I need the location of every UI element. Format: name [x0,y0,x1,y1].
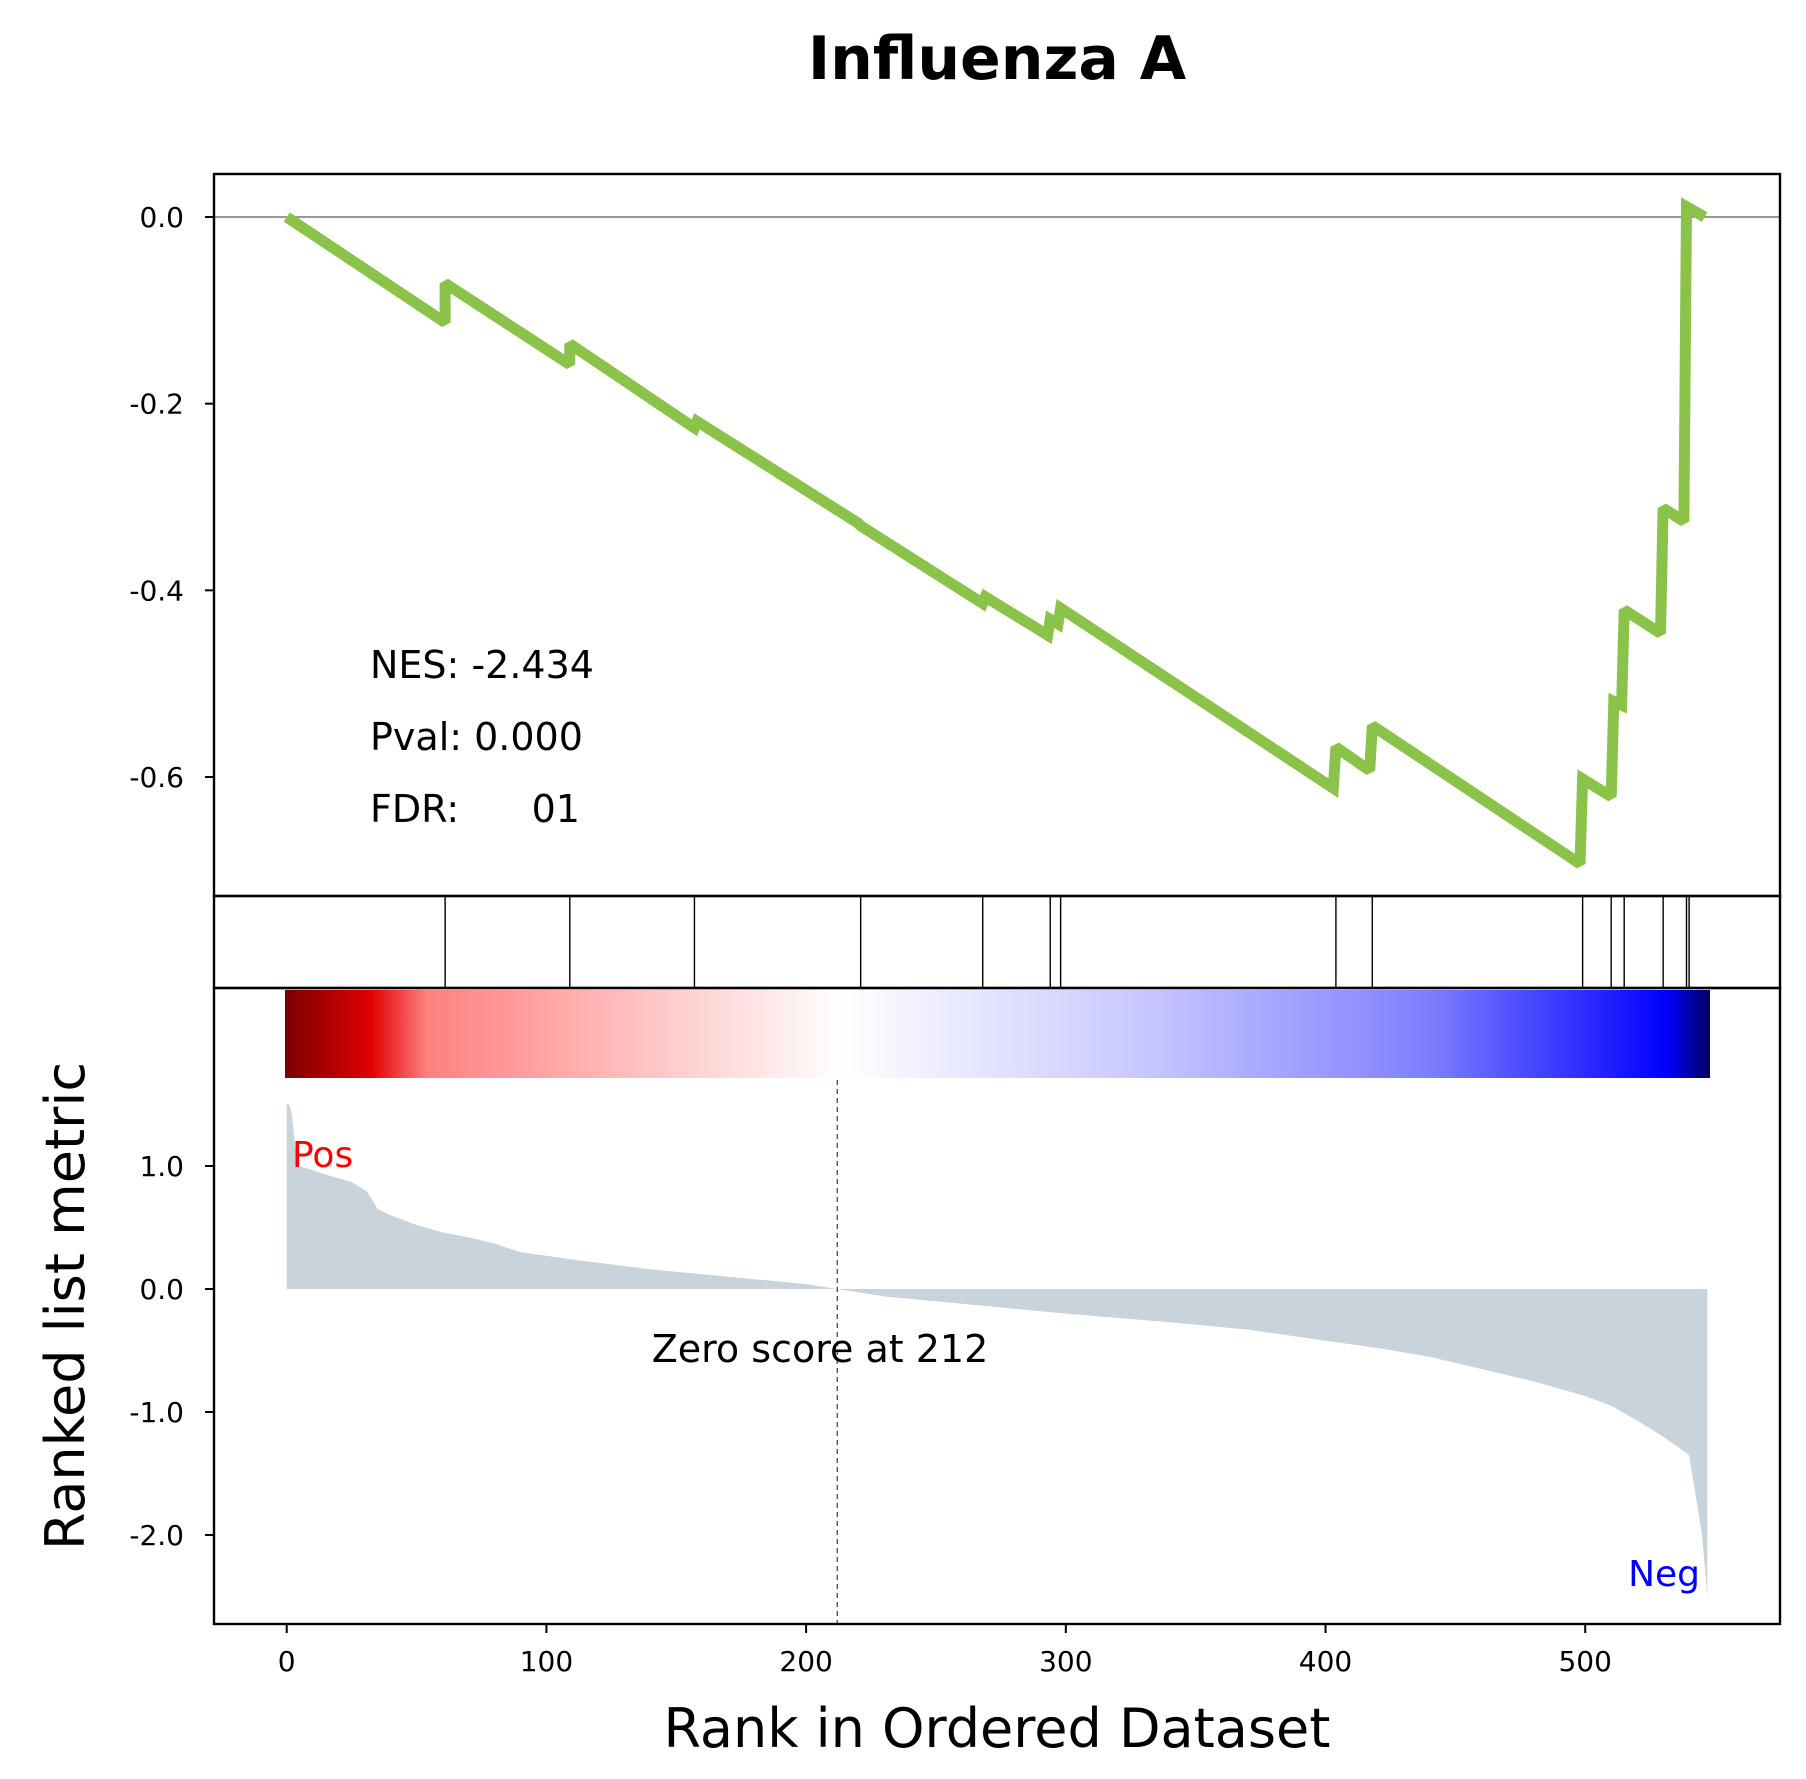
y-axis-label: Ranked list metric [34,1062,97,1550]
neg-label: Neg [1628,1554,1700,1595]
x-tick-label: 100 [520,1645,573,1678]
ranked-metric-panel: Zero score at 212 Pos Neg 1.0 0.0 -1.0 -2.0 [129,986,1782,1626]
nes-label: NES: -2.434 [370,643,594,687]
pos-label: Pos [292,1135,353,1176]
x-tick-label: 400 [1299,1645,1352,1678]
enrichment-y-tick-label: -0.6 [129,761,184,794]
gene-hit-markers [444,896,1690,988]
enrichment-y-tick-label: 0.0 [139,201,184,234]
metric-y-tick-label: -2.0 [129,1519,184,1552]
enrichment-score-panel: 0.0-0.2-0.4-0.6 NES: -2.434 Pval: 0.000 … [129,172,1782,898]
enrichment-y-tick-label: -0.4 [129,574,184,607]
fdr-label: FDR: 01 [370,787,580,831]
x-tick-label: 200 [779,1645,832,1678]
x-tick-label: 300 [1039,1645,1092,1678]
enrichment-y-axis: 0.0 -0.2 -0.4 -0.6 [129,201,214,794]
metric-panel-frame [212,986,1782,1626]
rank-heatmap-bar [285,990,1710,1078]
pval-label: Pval: 0.000 [370,715,583,759]
x-tick-label: 500 [1558,1645,1611,1678]
x-tick-label: 0 [278,1645,296,1678]
x-axis-label: Rank in Ordered Dataset [664,1697,1331,1760]
metric-y-tick-label: 1.0 [139,1150,184,1183]
hits-panel [212,894,1782,990]
enrichment-y-tick-label: -0.2 [129,388,184,421]
chart-title: Influenza A [808,24,1187,94]
metric-y-tick-label: -1.0 [129,1396,184,1429]
zero-score-label: Zero score at 212 [652,1327,989,1371]
enrichment-score-line [283,197,1708,869]
x-axis: 0 100 200 300 400 500 [278,1624,1612,1678]
metric-y-axis: 1.0 0.0 -1.0 -2.0 [129,1150,214,1552]
ranked-metric-area [286,1104,1708,1597]
metric-y-tick-label: 0.0 [139,1273,184,1306]
hits-panel-frame [212,894,1782,990]
